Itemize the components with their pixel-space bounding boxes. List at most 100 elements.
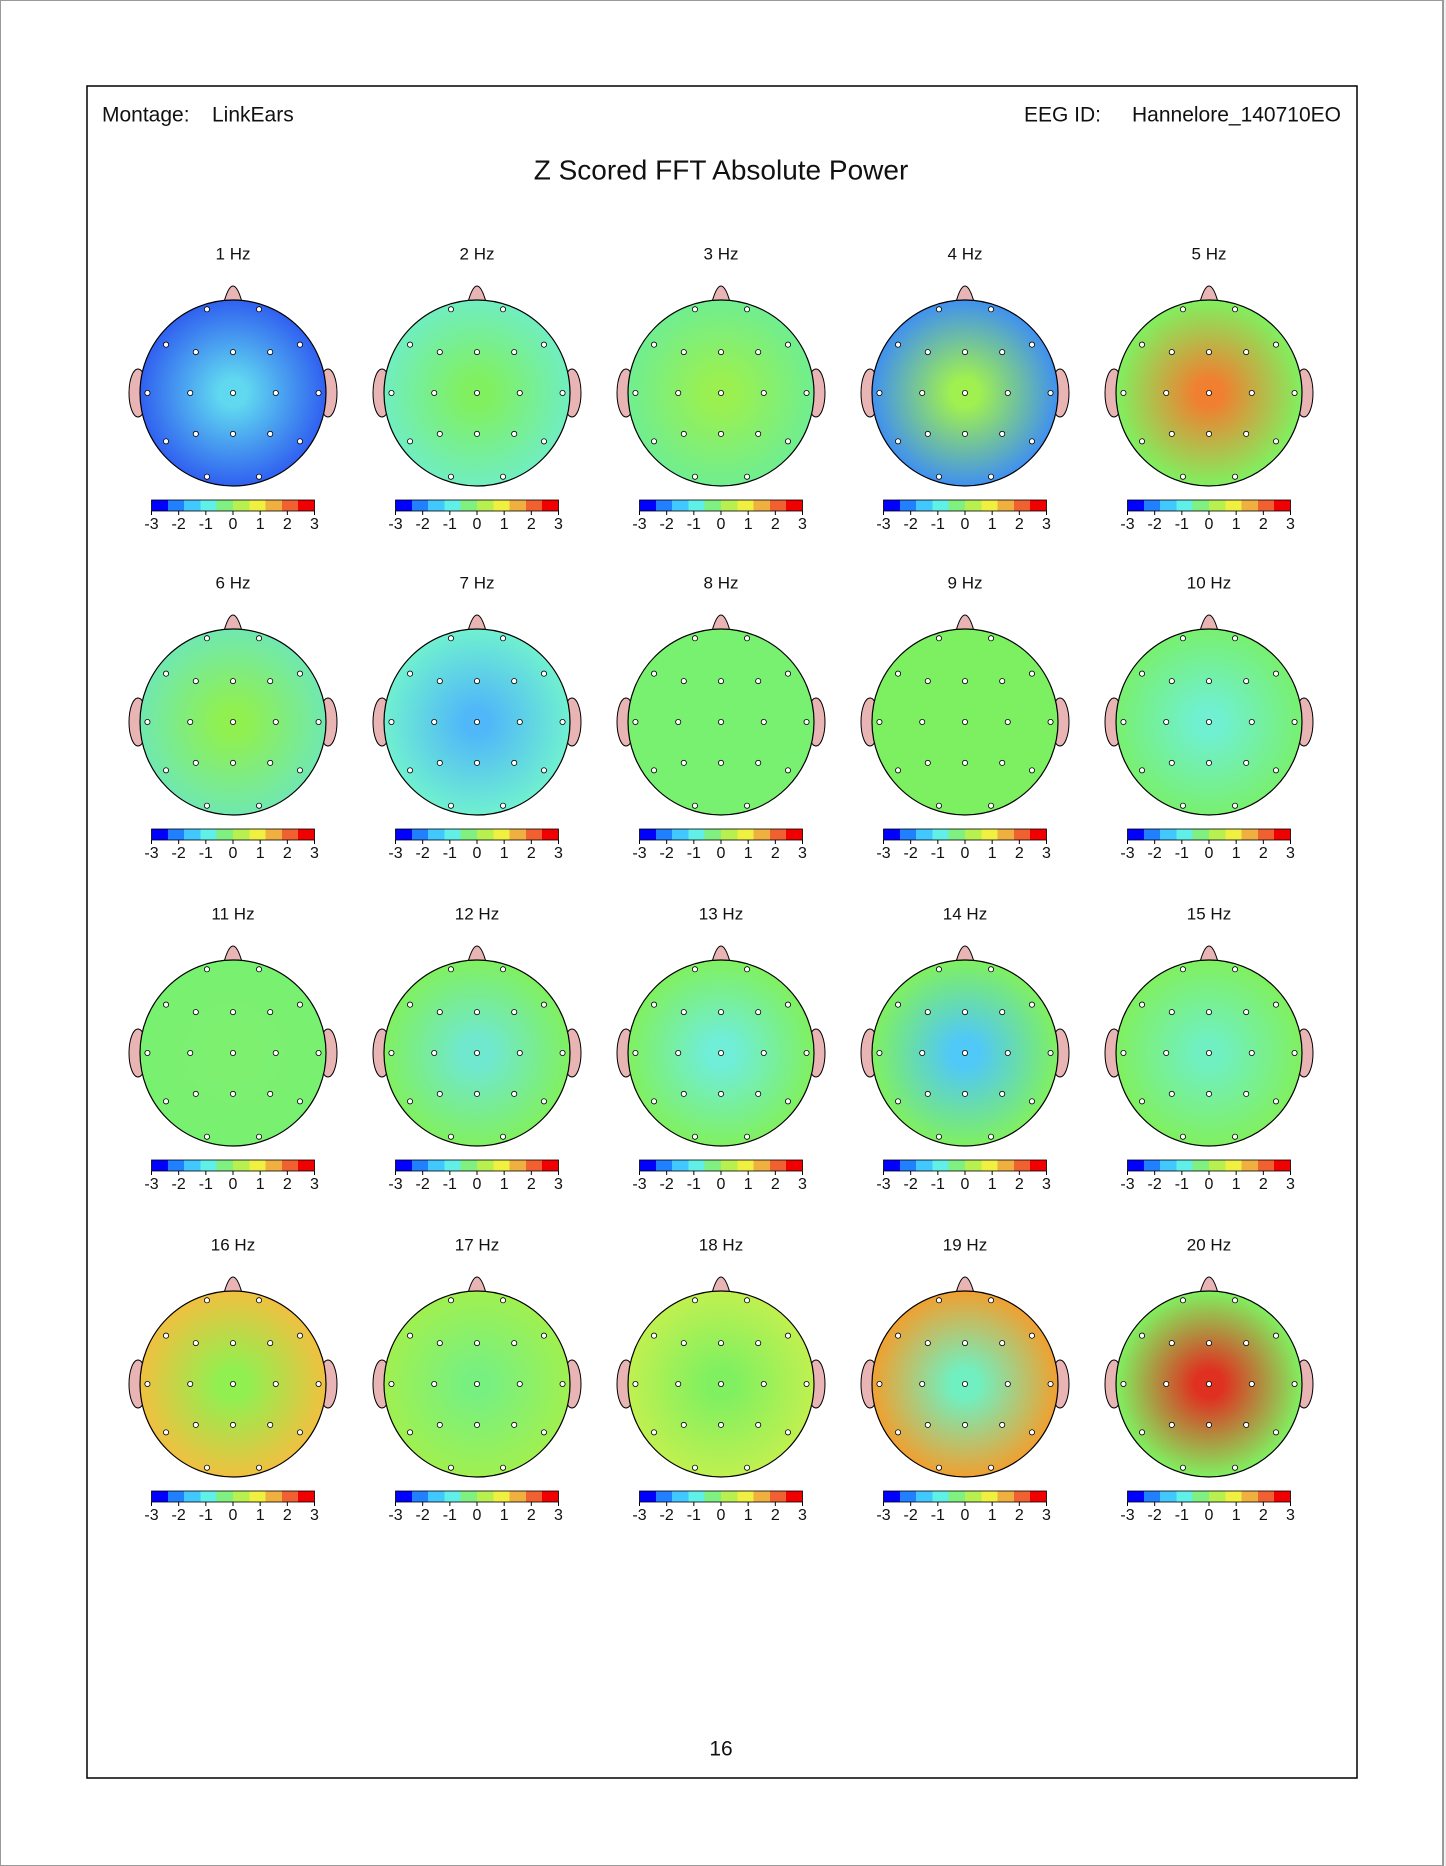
colorbar: [639, 1490, 803, 1503]
electrode: [784, 341, 791, 348]
colorbar-tick-label: -1: [199, 845, 213, 862]
electrode: [803, 1050, 810, 1057]
electrode: [1168, 1090, 1175, 1097]
electrode: [144, 1381, 151, 1388]
colorbar-tick-label: 1: [744, 516, 753, 533]
electrode: [632, 1381, 639, 1388]
colorbar-tick-label: 0: [473, 845, 482, 862]
electrode: [675, 1050, 682, 1057]
electrode: [1163, 1381, 1170, 1388]
electrode: [1272, 767, 1279, 774]
electrode: [924, 1009, 931, 1016]
colorbar-tick-label: -2: [416, 516, 430, 533]
electrode: [651, 438, 658, 445]
electrode: [267, 430, 274, 437]
colorbar-tick-label: 1: [744, 845, 753, 862]
electrode: [895, 670, 902, 677]
electrode: [718, 1050, 725, 1057]
electrode: [192, 349, 199, 356]
colorbar: [395, 828, 559, 841]
electrode: [431, 1381, 438, 1388]
electrode: [163, 767, 170, 774]
electrode: [447, 966, 454, 973]
colorbar: [1127, 1159, 1291, 1172]
electrode: [187, 389, 194, 396]
electrode: [691, 635, 698, 642]
colorbar-tick-label: 0: [473, 1507, 482, 1524]
electrode: [1179, 1133, 1186, 1140]
electrode: [675, 389, 682, 396]
electrode: [744, 966, 751, 973]
colorbar-tick-label: 1: [256, 1507, 265, 1524]
electrode: [1179, 802, 1186, 809]
map-label: 10 Hz: [1187, 573, 1231, 592]
electrode: [1243, 678, 1250, 685]
electrode: [473, 1090, 480, 1097]
electrode: [1243, 1090, 1250, 1097]
electrode: [315, 719, 322, 726]
colorbar-tick-label: -2: [1148, 845, 1162, 862]
colorbar-tick-label: -3: [876, 516, 890, 533]
electrode: [1139, 1332, 1146, 1339]
electrode: [924, 678, 931, 685]
electrode: [919, 1381, 926, 1388]
electrode: [895, 767, 902, 774]
electrode: [1232, 635, 1239, 642]
electrode: [559, 719, 566, 726]
colorbar-tick-label: -1: [443, 516, 457, 533]
colorbar: [1127, 828, 1291, 841]
map-label: 4 Hz: [948, 244, 983, 263]
page-number: 16: [709, 1738, 732, 1761]
electrode: [680, 1009, 687, 1016]
electrode: [500, 473, 507, 480]
colorbar-tick-label: 3: [798, 845, 807, 862]
electrode: [935, 966, 942, 973]
electrode: [876, 719, 883, 726]
electrode: [516, 1050, 523, 1057]
map-label: 12 Hz: [455, 904, 499, 923]
electrode: [1179, 966, 1186, 973]
colorbar-tick-label: -1: [443, 1176, 457, 1193]
colorbar: [395, 1490, 559, 1503]
electrode: [999, 1009, 1006, 1016]
colorbar-tick-label: 0: [961, 516, 970, 533]
colorbar-tick-label: 0: [1205, 1507, 1214, 1524]
colorbar-tick-label: -3: [876, 1507, 890, 1524]
electrode: [895, 1001, 902, 1008]
colorbar-tick-label: 1: [500, 1176, 509, 1193]
electrode: [651, 670, 658, 677]
electrode: [1243, 759, 1250, 766]
electrode: [755, 1009, 762, 1016]
colorbar-tick-label: 1: [256, 516, 265, 533]
electrode: [1179, 306, 1186, 313]
colorbar-tick-label: -1: [1175, 1176, 1189, 1193]
electrode: [511, 1340, 518, 1347]
electrode: [229, 1050, 236, 1057]
colorbar-tick-label: -3: [632, 1507, 646, 1524]
colorbar-tick-label: 1: [744, 1507, 753, 1524]
electrode: [163, 341, 170, 348]
electrode: [256, 306, 263, 313]
electrode: [229, 1340, 236, 1347]
colorbar-tick-label: 2: [283, 1176, 292, 1193]
electrode: [296, 1001, 303, 1008]
colorbar-tick-label: -2: [172, 1176, 186, 1193]
electrode: [755, 759, 762, 766]
colorbar-tick-label: 0: [717, 845, 726, 862]
colorbar: [151, 828, 315, 841]
electrode: [1163, 389, 1170, 396]
colorbar-tick-label: -2: [1148, 516, 1162, 533]
electrode: [229, 389, 236, 396]
electrode: [516, 719, 523, 726]
colorbar-tick-label: -2: [904, 1176, 918, 1193]
colorbar-tick-label: 2: [771, 1507, 780, 1524]
map-label: 8 Hz: [704, 573, 739, 592]
electrode: [935, 473, 942, 480]
colorbar-tick-label: 2: [283, 516, 292, 533]
electrode: [680, 1340, 687, 1347]
electrode: [935, 802, 942, 809]
electrode: [803, 719, 810, 726]
electrode: [187, 1381, 194, 1388]
